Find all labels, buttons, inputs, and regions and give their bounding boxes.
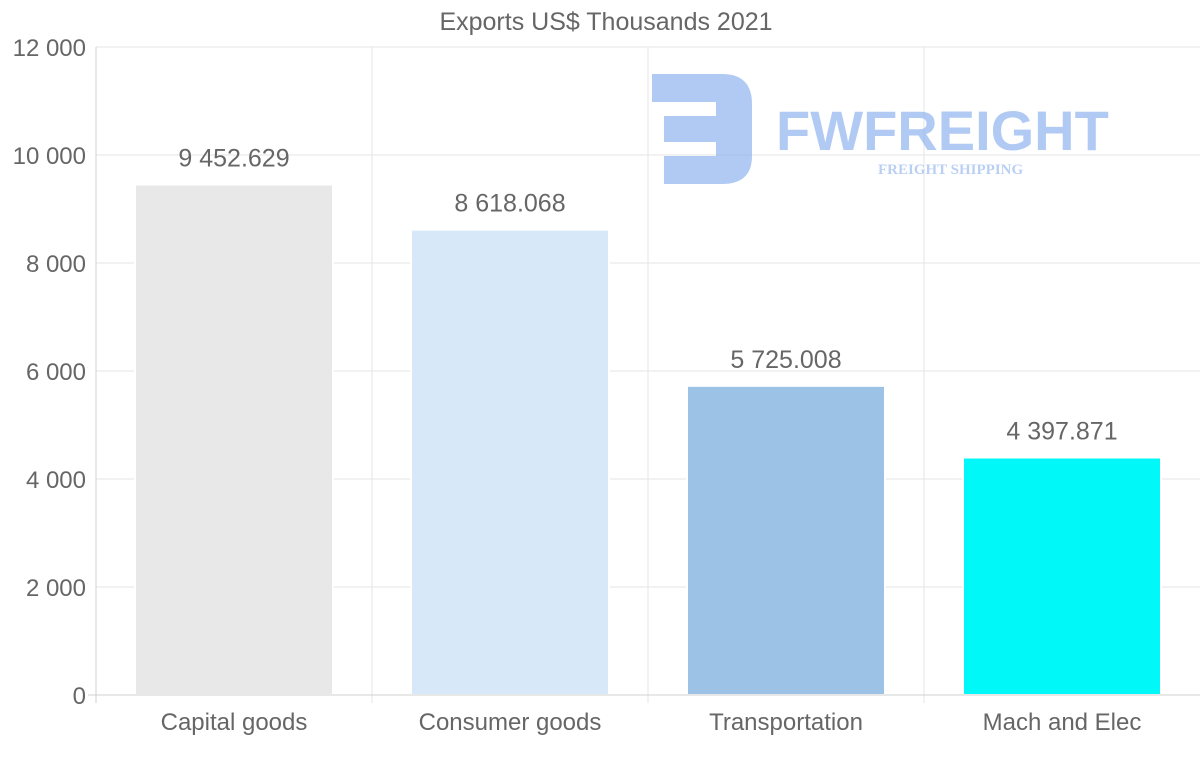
- bar-value-label: 9 452.629: [178, 145, 289, 173]
- y-tick-label: 6 000: [26, 359, 86, 386]
- bar[interactable]: [962, 456, 1162, 696]
- bar-value-label: 8 618.068: [454, 190, 565, 218]
- watermark-tagline: FREIGHT SHIPPING: [878, 162, 1023, 178]
- y-tick-label: 4 000: [26, 467, 86, 494]
- y-tick-label: 12 000: [13, 35, 86, 62]
- y-tick-label: 0: [73, 683, 86, 710]
- x-tick-label: Mach and Elec: [983, 709, 1142, 736]
- axes: 0 2 000 4 000 6 000 8 000 10 000 12 000 Capital…: [13, 35, 1200, 736]
- bar[interactable]: [686, 384, 886, 696]
- bar-value-label: 4 397.871: [1006, 418, 1117, 446]
- x-tick-label: Consumer goods: [419, 709, 602, 736]
- bar[interactable]: [134, 183, 334, 696]
- watermark-name: FWFREIGHT: [776, 99, 1109, 162]
- bar[interactable]: [410, 228, 610, 696]
- chart-title: Exports US$ Thousands 2021: [439, 8, 772, 36]
- y-tick-label: 8 000: [26, 251, 86, 278]
- bars: 9 452.629 8 618.068 5 725.008 4 397.871: [134, 145, 1162, 696]
- fw-logo-icon: [652, 74, 752, 184]
- y-tick-label: 2 000: [26, 575, 86, 602]
- x-tick-label: Transportation: [709, 709, 863, 736]
- x-tick-label: Capital goods: [161, 709, 308, 736]
- watermark-logo: FWFREIGHT FREIGHT SHIPPING: [652, 74, 1109, 184]
- y-tick-label: 10 000: [13, 143, 86, 170]
- bar-value-label: 5 725.008: [730, 346, 841, 374]
